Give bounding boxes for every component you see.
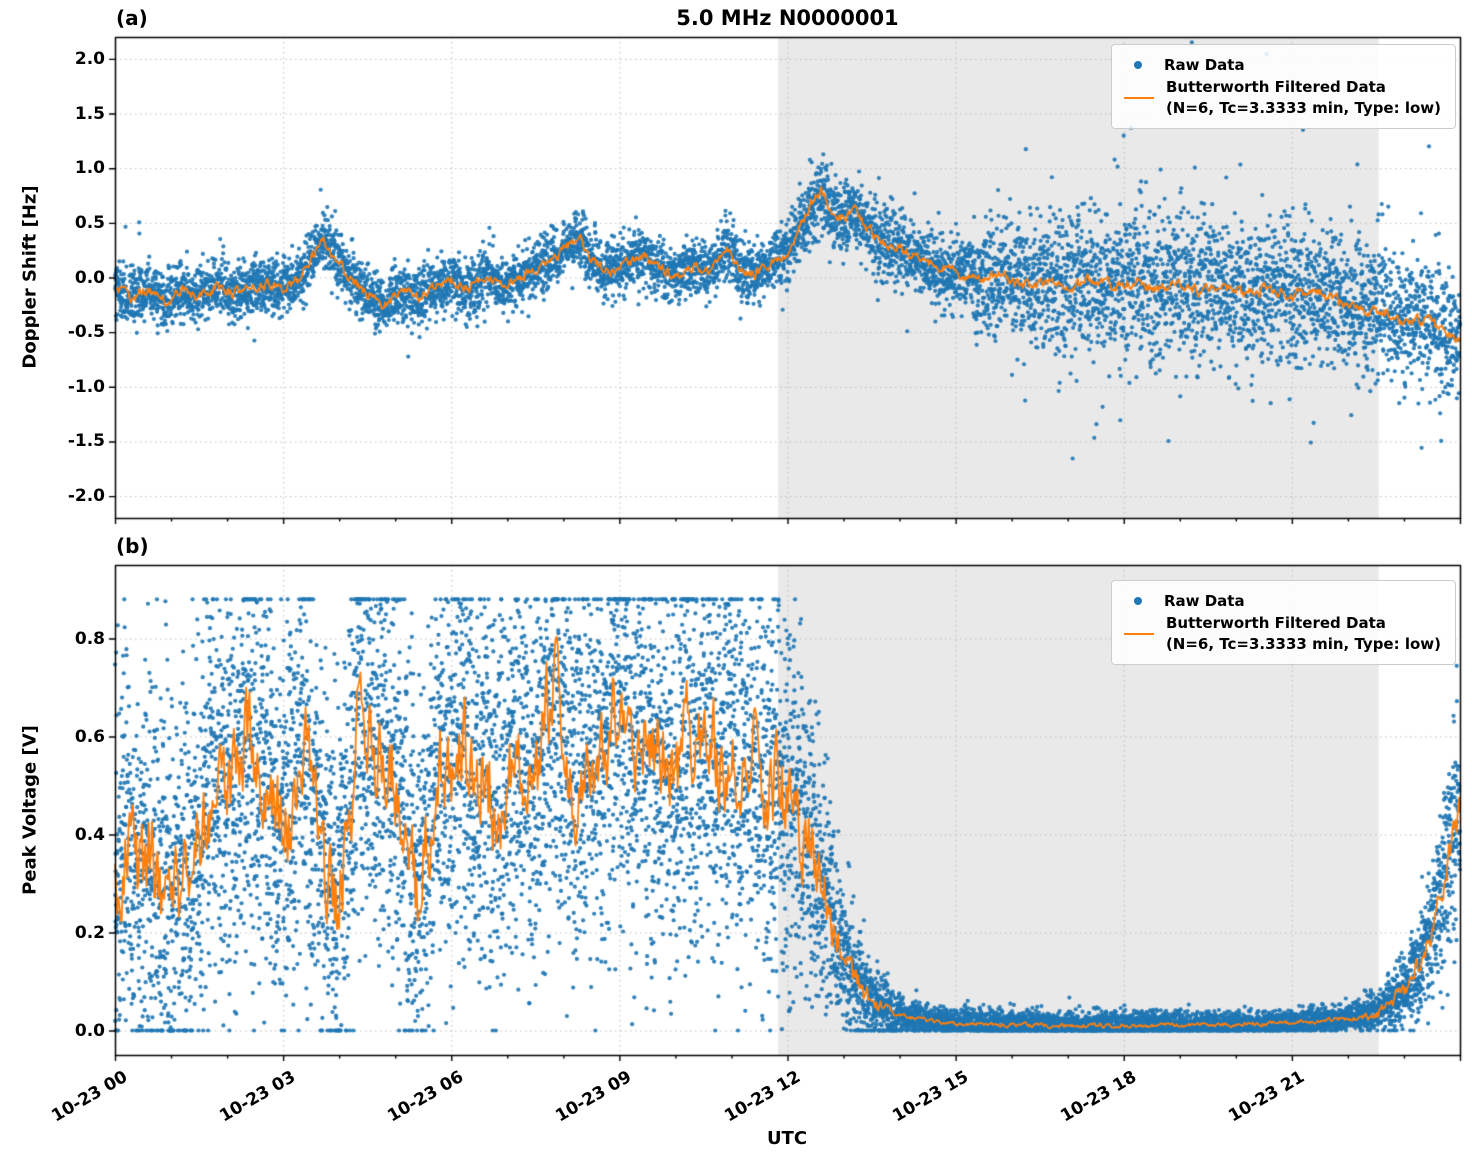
legend-raw-label: Raw Data [1163,592,1245,610]
y-tick-label: 0.0 [74,1020,105,1041]
legend-filtered-label: Butterworth Filtered Data [1165,78,1386,97]
y-tick-label: 2.0 [74,48,105,69]
y-tick-label: 0.5 [74,212,105,233]
legend-filtered-sublabel: (N=6, Tc=3.3333 min, Type: low) [1165,98,1441,117]
y-axis-label-voltage: Peak Voltage [V] [19,725,41,895]
legend-panel-a: Raw Data Butterworth Filtered Data (N=6,… [1110,44,1456,129]
y-tick-label: 0.6 [74,726,105,747]
y-tick-label: 1.5 [74,103,105,124]
panel-a-label: (a) [116,6,148,30]
y-tick-label: 1.0 [74,158,105,179]
legend-filtered-sublabel: (N=6, Tc=3.3333 min, Type: low) [1165,634,1441,653]
legend-panel-b: Raw Data Butterworth Filtered Data (N=6,… [1110,580,1456,665]
raw-data-marker-icon [1133,61,1142,70]
y-tick-label: 0.0 [74,267,105,288]
filtered-data-marker-icon [1123,96,1154,99]
chart-title: 5.0 MHz N0000001 [676,6,899,30]
x-axis-label: UTC [766,1128,808,1149]
raw-data-marker-icon [1133,597,1142,606]
y-tick-label: 0.8 [74,628,105,649]
legend-filtered-label: Butterworth Filtered Data [1165,614,1386,633]
y-tick-label: -1.0 [67,376,105,397]
y-tick-label: -0.5 [67,322,105,343]
y-axis-label-doppler: Doppler Shift [Hz] [19,185,41,369]
y-tick-label: 0.2 [74,922,105,943]
y-tick-label: -2.0 [67,486,105,507]
filtered-data-marker-icon [1123,632,1154,635]
y-tick-label: -1.5 [67,431,105,452]
legend-raw-label: Raw Data [1163,56,1245,74]
y-tick-label: 0.4 [74,824,105,845]
panel-b-label: (b) [116,534,149,558]
